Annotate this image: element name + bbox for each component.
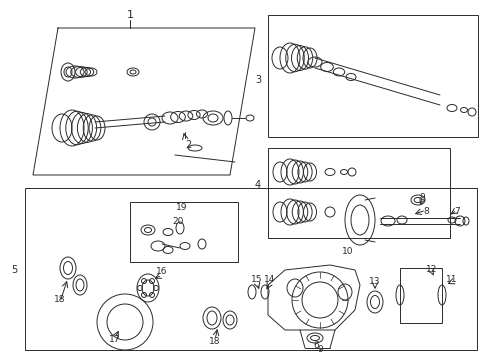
Bar xyxy=(400,268,442,323)
Text: 20: 20 xyxy=(172,217,184,226)
Text: 9: 9 xyxy=(317,346,323,355)
Text: 16: 16 xyxy=(156,267,168,276)
Text: 5: 5 xyxy=(11,265,17,275)
Text: 18: 18 xyxy=(54,296,66,305)
Text: 7: 7 xyxy=(454,207,460,216)
Text: 18: 18 xyxy=(209,338,221,346)
Text: 1: 1 xyxy=(126,10,133,20)
Text: 2: 2 xyxy=(185,140,191,150)
Text: 10: 10 xyxy=(342,248,354,256)
Bar xyxy=(25,188,477,350)
Text: 3: 3 xyxy=(255,75,261,85)
Text: 4: 4 xyxy=(255,180,261,190)
Text: 9: 9 xyxy=(419,193,425,202)
Text: 11: 11 xyxy=(446,275,458,284)
Text: 15: 15 xyxy=(251,275,263,284)
Bar xyxy=(268,148,450,238)
Bar xyxy=(130,202,238,262)
Text: 6: 6 xyxy=(313,341,319,350)
Text: 14: 14 xyxy=(264,275,276,284)
Text: 12: 12 xyxy=(426,266,438,274)
Text: 8: 8 xyxy=(423,207,429,216)
Text: 17: 17 xyxy=(109,336,121,345)
Bar xyxy=(268,15,478,137)
Text: 13: 13 xyxy=(369,278,381,287)
Text: 19: 19 xyxy=(176,203,188,212)
